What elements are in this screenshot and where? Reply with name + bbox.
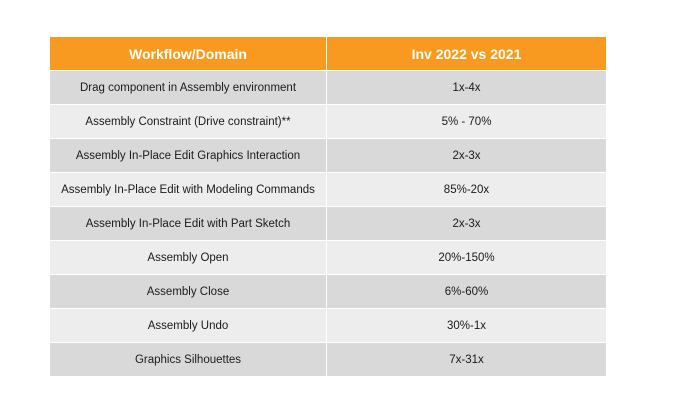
- table-row: Assembly In-Place Edit Graphics Interact…: [50, 138, 606, 172]
- table-row: Drag component in Assembly environment 1…: [50, 70, 606, 104]
- table-row: Assembly In-Place Edit with Modeling Com…: [50, 172, 606, 206]
- value-cell: 85%-20x: [327, 172, 606, 206]
- table-row: Graphics Silhouettes 7x-31x: [50, 342, 606, 376]
- table-row: Assembly In-Place Edit with Part Sketch …: [50, 206, 606, 240]
- value-cell: 6%-60%: [327, 274, 606, 308]
- workflow-cell: Assembly Undo: [50, 308, 327, 342]
- value-cell: 2x-3x: [327, 138, 606, 172]
- table-header-row: Workflow/Domain Inv 2022 vs 2021: [50, 37, 606, 70]
- table-row: Assembly Undo 30%-1x: [50, 308, 606, 342]
- performance-table: Workflow/Domain Inv 2022 vs 2021 Drag co…: [50, 37, 606, 376]
- workflow-cell: Assembly Open: [50, 240, 327, 274]
- workflow-cell: Assembly In-Place Edit with Modeling Com…: [50, 172, 327, 206]
- value-cell: 30%-1x: [327, 308, 606, 342]
- value-cell: 1x-4x: [327, 70, 606, 104]
- value-cell: 2x-3x: [327, 206, 606, 240]
- header-workflow-domain: Workflow/Domain: [50, 37, 327, 70]
- value-cell: 7x-31x: [327, 342, 606, 376]
- value-cell: 20%-150%: [327, 240, 606, 274]
- value-cell: 5% - 70%: [327, 104, 606, 138]
- workflow-cell: Drag component in Assembly environment: [50, 70, 327, 104]
- table-row: Assembly Constraint (Drive constraint)**…: [50, 104, 606, 138]
- workflow-cell: Assembly Constraint (Drive constraint)**: [50, 104, 327, 138]
- table-row: Assembly Close 6%-60%: [50, 274, 606, 308]
- header-inv-comparison: Inv 2022 vs 2021: [327, 37, 606, 70]
- workflow-cell: Graphics Silhouettes: [50, 342, 327, 376]
- workflow-cell: Assembly In-Place Edit with Part Sketch: [50, 206, 327, 240]
- table-row: Assembly Open 20%-150%: [50, 240, 606, 274]
- workflow-cell: Assembly In-Place Edit Graphics Interact…: [50, 138, 327, 172]
- workflow-cell: Assembly Close: [50, 274, 327, 308]
